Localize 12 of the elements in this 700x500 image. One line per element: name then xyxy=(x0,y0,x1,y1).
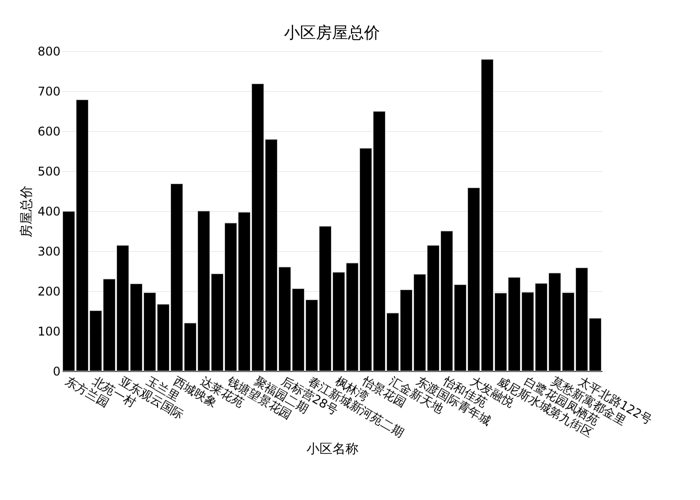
y-tick-label: 600 xyxy=(38,124,60,138)
y-tick-label: 700 xyxy=(38,84,60,98)
chart-title: 小区房屋总价 xyxy=(284,23,380,42)
y-tick-label: 800 xyxy=(38,44,60,58)
y-tick-label: 100 xyxy=(38,324,60,338)
x-axis-title: 小区名称 xyxy=(306,442,358,458)
y-tick-label: 0 xyxy=(52,364,60,378)
y-tick-label: 400 xyxy=(38,204,60,218)
y-axis-title: 房屋总价 xyxy=(18,186,35,238)
y-tick-label: 500 xyxy=(38,164,60,178)
y-tick-label: 200 xyxy=(38,284,60,298)
y-tick-label: 300 xyxy=(38,244,60,258)
